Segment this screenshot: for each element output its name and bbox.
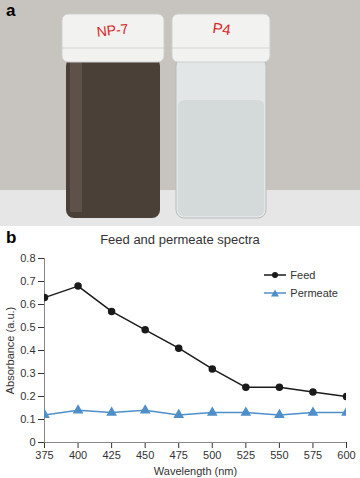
svg-text:525: 525: [237, 449, 255, 461]
svg-text:550: 550: [270, 449, 288, 461]
svg-text:0.3: 0.3: [20, 367, 35, 379]
svg-text:500: 500: [203, 449, 221, 461]
svg-text:475: 475: [170, 449, 188, 461]
svg-text:NP-7: NP-7: [96, 20, 130, 39]
svg-text:0.6: 0.6: [20, 298, 35, 310]
svg-text:375: 375: [35, 449, 53, 461]
svg-text:575: 575: [304, 449, 322, 461]
svg-text:0.1: 0.1: [20, 413, 35, 425]
html-text:Feed and permeate spectra: Feed and permeate spectra: [100, 232, 260, 247]
svg-text:450: 450: [136, 449, 154, 461]
svg-text:0.8: 0.8: [20, 252, 35, 264]
html-text:Feed: Feed: [290, 269, 316, 281]
svg-text:0.5: 0.5: [20, 321, 35, 333]
svg-text:400: 400: [69, 449, 87, 461]
svg-text:0.4: 0.4: [20, 344, 35, 356]
html-text:b: b: [6, 228, 17, 247]
svg-text:P4: P4: [211, 19, 232, 38]
html-text:Permeate: Permeate: [290, 287, 338, 299]
svg-text:600: 600: [337, 449, 355, 461]
svg-text:Absorbance (a.u.): Absorbance (a.u.): [4, 307, 16, 394]
svg-text:Wavelength (nm): Wavelength (nm): [154, 465, 237, 477]
svg-text:425: 425: [102, 449, 120, 461]
svg-text:a: a: [6, 1, 16, 20]
svg-text:0.2: 0.2: [20, 390, 35, 402]
svg-text:0: 0: [29, 436, 35, 448]
svg-text:0.7: 0.7: [20, 275, 35, 287]
